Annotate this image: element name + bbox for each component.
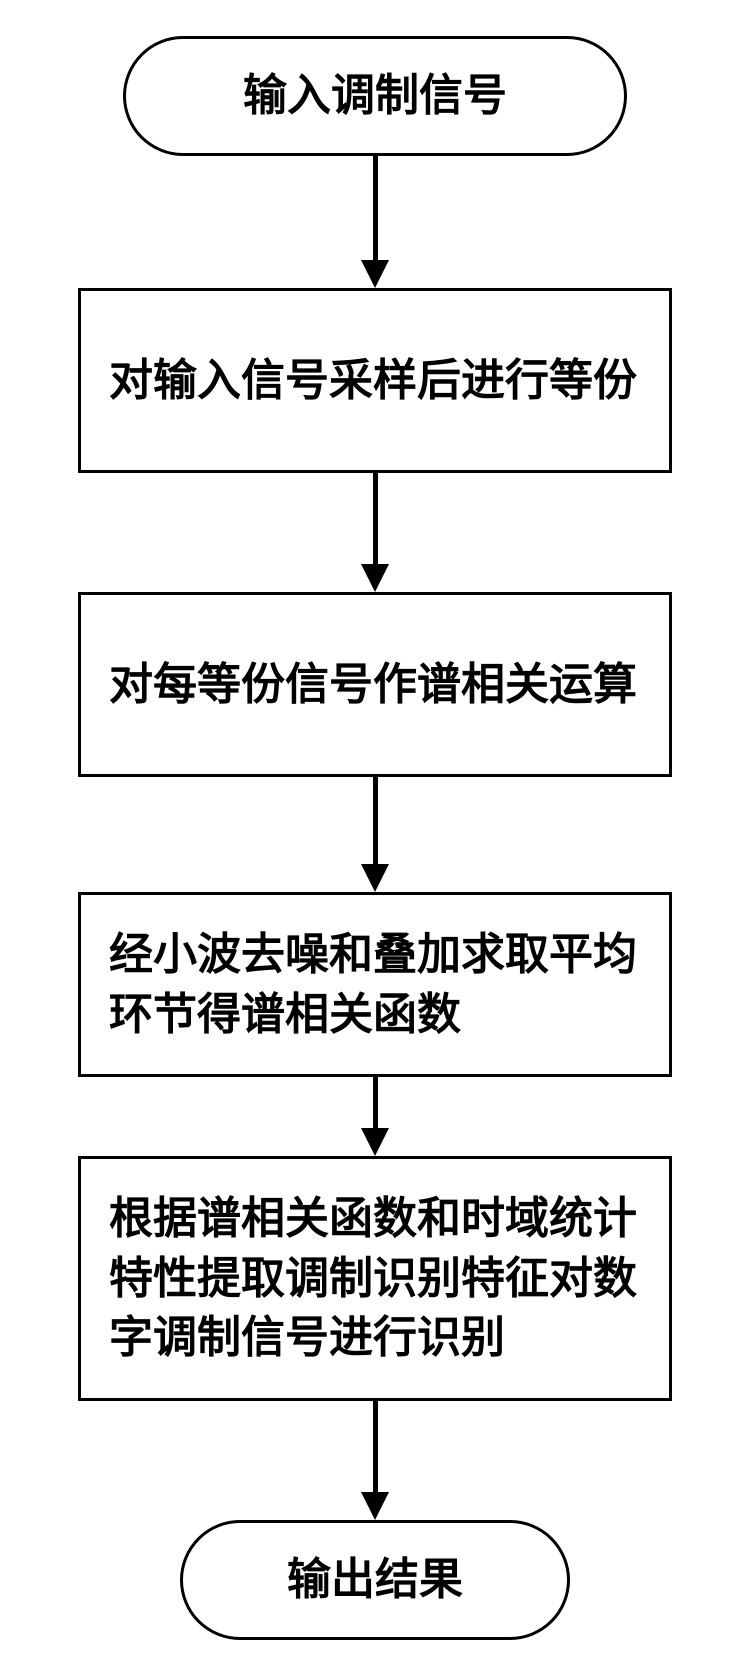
arrow-head-icon: [361, 260, 389, 288]
flow-node-n3: 对每等份信号作谱相关运算: [78, 592, 672, 777]
flow-edge-n1-n2: [373, 156, 378, 262]
flow-node-n2: 对输入信号采样后进行等份: [78, 288, 672, 473]
flow-node-n6: 输出结果: [180, 1520, 570, 1640]
flow-node-label: 经小波去噪和叠加求取平均环节得谱相关函数: [109, 925, 641, 1044]
flowchart-canvas: 输入调制信号对输入信号采样后进行等份对每等份信号作谱相关运算经小波去噪和叠加求取…: [0, 0, 750, 1662]
arrow-head-icon: [361, 564, 389, 592]
flow-node-n1: 输入调制信号: [123, 36, 627, 156]
flow-edge-n2-n3: [373, 473, 378, 566]
arrow-head-icon: [361, 1128, 389, 1156]
arrow-head-icon: [361, 1492, 389, 1520]
flow-node-label: 输入调制信号: [154, 66, 596, 125]
flow-edge-n3-n4: [373, 777, 378, 866]
arrow-head-icon: [361, 864, 389, 892]
flow-node-label: 对输入信号采样后进行等份: [109, 351, 641, 410]
flow-edge-n5-n6: [373, 1401, 378, 1494]
flow-node-label: 根据谱相关函数和时域统计特性提取调制识别特征对数字调制信号进行识别: [109, 1189, 641, 1367]
flow-node-label: 对每等份信号作谱相关运算: [109, 655, 641, 714]
flow-node-n4: 经小波去噪和叠加求取平均环节得谱相关函数: [78, 892, 672, 1077]
flow-node-label: 输出结果: [211, 1550, 539, 1609]
flow-edge-n4-n5: [373, 1077, 378, 1130]
flow-node-n5: 根据谱相关函数和时域统计特性提取调制识别特征对数字调制信号进行识别: [78, 1156, 672, 1401]
